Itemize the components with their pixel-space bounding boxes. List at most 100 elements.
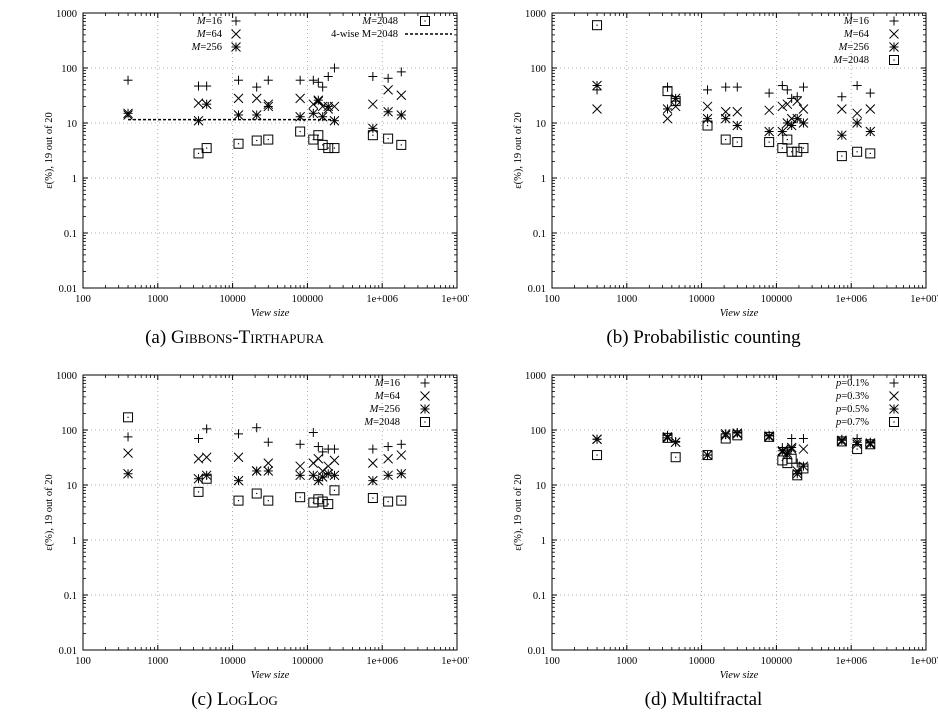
data-point bbox=[308, 75, 318, 85]
marker-stroke bbox=[420, 417, 430, 427]
marker-stroke bbox=[865, 126, 876, 137]
data-point bbox=[323, 143, 334, 154]
marker-stroke bbox=[201, 99, 212, 110]
marker-stroke bbox=[396, 90, 407, 101]
marker-dot bbox=[675, 456, 677, 458]
marker-stroke bbox=[732, 137, 743, 148]
marker-stroke bbox=[396, 450, 407, 460]
marker-dot bbox=[781, 147, 783, 149]
marker-stroke bbox=[792, 113, 803, 124]
y-tick-label: 0.01 bbox=[59, 646, 77, 657]
data-point bbox=[263, 458, 274, 468]
marker-stroke bbox=[317, 496, 328, 507]
marker-stroke bbox=[865, 148, 876, 159]
axes: 100 1000 10000 100000 1e+006 1e+007 0.01 0.1 1 10… bbox=[44, 371, 469, 681]
data-point bbox=[703, 85, 713, 95]
data-point bbox=[313, 453, 324, 464]
marker-stroke bbox=[233, 452, 244, 463]
marker-dot bbox=[267, 500, 269, 502]
marker-stroke bbox=[670, 93, 681, 104]
marker-dot bbox=[791, 151, 793, 153]
data-point bbox=[592, 20, 603, 31]
marker-dot bbox=[387, 500, 389, 503]
data-point bbox=[308, 108, 319, 119]
marker-stroke bbox=[702, 101, 713, 112]
data-point bbox=[295, 126, 306, 137]
data-point bbox=[777, 126, 788, 137]
marker-stroke bbox=[852, 437, 862, 448]
marker-dot bbox=[237, 500, 240, 502]
marker-stroke bbox=[193, 453, 204, 464]
legend-label: M=256 bbox=[369, 404, 400, 415]
marker-stroke bbox=[720, 106, 731, 117]
x-axis-label: View size bbox=[251, 308, 290, 319]
x-tick-label: 100 bbox=[75, 294, 91, 305]
marker-stroke bbox=[732, 106, 743, 117]
x-tick-label: 10000 bbox=[219, 294, 245, 305]
marker-stroke bbox=[323, 468, 334, 479]
marker-dot bbox=[299, 496, 301, 498]
data-point bbox=[313, 95, 324, 106]
data-point bbox=[798, 143, 809, 154]
marker-stroke bbox=[662, 86, 673, 97]
marker-dot bbox=[197, 491, 200, 493]
marker-stroke bbox=[670, 452, 681, 463]
marker-stroke bbox=[231, 29, 241, 39]
y-tick-label: 1000 bbox=[525, 9, 546, 20]
marker-dot bbox=[841, 155, 843, 157]
data-point bbox=[329, 115, 340, 126]
marker-stroke bbox=[732, 120, 743, 131]
y-tick-label: 1 bbox=[72, 536, 77, 547]
marker-stroke bbox=[792, 96, 803, 106]
data-point bbox=[786, 442, 797, 453]
marker-stroke bbox=[263, 466, 274, 476]
data-point bbox=[702, 113, 713, 124]
data-point bbox=[786, 120, 797, 131]
data-point bbox=[123, 75, 133, 85]
legend-label: M=256 bbox=[191, 42, 222, 53]
marker-stroke bbox=[123, 412, 134, 423]
marker-stroke bbox=[263, 495, 274, 506]
marker-stroke bbox=[592, 80, 602, 91]
marker-stroke bbox=[263, 458, 274, 468]
marker-stroke bbox=[329, 455, 340, 466]
marker-stroke bbox=[798, 444, 809, 454]
legend: p=0.1% p=0.3% p=0.5% p=0.7% bbox=[835, 378, 899, 428]
marker-dot bbox=[893, 59, 895, 61]
legend-label: M=2048 bbox=[361, 16, 398, 27]
marker-stroke bbox=[837, 104, 847, 114]
marker-dot bbox=[596, 454, 598, 456]
chart-d: 100 1000 10000 100000 1e+006 1e+007 0.01 0.1 1 10… bbox=[513, 371, 938, 681]
marker-stroke bbox=[702, 113, 713, 124]
data-point bbox=[383, 442, 393, 452]
data-point bbox=[313, 77, 323, 87]
x-tick-label: 1e+006 bbox=[366, 294, 398, 305]
data-point bbox=[295, 93, 306, 104]
legend-label: M=64 bbox=[843, 29, 870, 40]
marker-stroke bbox=[786, 146, 797, 157]
caption-text: Gibbons-Tirthapura bbox=[170, 327, 324, 348]
data-point bbox=[383, 133, 394, 144]
marker-stroke bbox=[420, 404, 430, 414]
data-point bbox=[323, 72, 333, 82]
marker-dot bbox=[256, 139, 258, 142]
x-tick-label: 100000 bbox=[292, 656, 324, 667]
data-point bbox=[233, 93, 244, 104]
plot-frame bbox=[82, 374, 458, 651]
data-point bbox=[670, 96, 681, 107]
marker-dot bbox=[322, 144, 324, 146]
data-point bbox=[865, 126, 876, 137]
data-point bbox=[193, 81, 203, 91]
marker-dot bbox=[736, 141, 738, 143]
marker-dot bbox=[841, 440, 843, 443]
data-layer bbox=[123, 63, 407, 159]
data-point bbox=[792, 146, 803, 157]
marker-dot bbox=[786, 138, 788, 141]
data-point bbox=[383, 106, 393, 117]
data-point bbox=[233, 495, 244, 506]
marker-stroke bbox=[836, 436, 847, 447]
data-point bbox=[798, 463, 809, 474]
caption-text: Probabilistic counting bbox=[633, 327, 801, 348]
data-point bbox=[233, 475, 244, 486]
marker-stroke bbox=[251, 135, 262, 146]
